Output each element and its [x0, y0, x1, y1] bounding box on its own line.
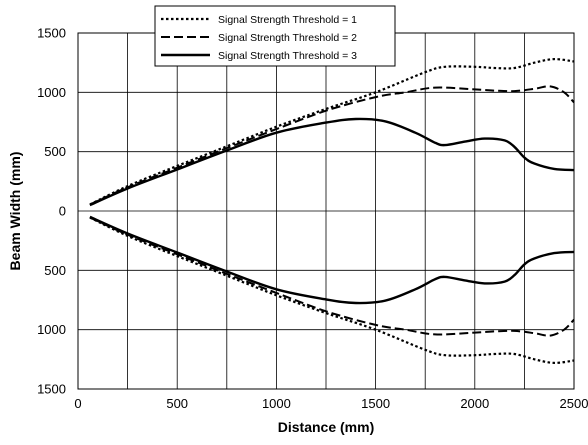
series-line-threshold-2-lower	[89, 216, 575, 337]
y-tick-label: 0	[59, 204, 66, 219]
x-axis-label: Distance (mm)	[278, 419, 374, 435]
series-lines	[89, 57, 575, 365]
y-tick-label: 500	[44, 144, 66, 159]
x-tick-label: 500	[166, 396, 188, 411]
series-line-threshold-1-lower	[89, 216, 575, 365]
x-tick-label: 0	[74, 396, 81, 411]
series-line-threshold-2-upper	[89, 85, 575, 206]
x-tick-label: 2000	[460, 396, 489, 411]
y-tick-label: 1500	[37, 382, 66, 397]
y-tick-label: 500	[44, 263, 66, 278]
legend-label-threshold-2: Signal Strength Threshold = 2	[218, 32, 357, 44]
legend-label-threshold-1: Signal Strength Threshold = 1	[218, 14, 357, 26]
legend-label-threshold-3: Signal Strength Threshold = 3	[218, 50, 357, 62]
tick-labels: 0 500 1000 1500 2000 2500 1500 1000 500 0 500 1000 1…	[37, 26, 588, 412]
legend: Signal Strength Threshold = 1 Signal Str…	[154, 5, 396, 67]
x-tick-label: 2500	[560, 396, 588, 411]
series-line-threshold-3-lower	[89, 215, 575, 305]
y-tick-label: 1500	[37, 26, 66, 41]
series-line-threshold-1-upper	[89, 57, 575, 206]
grid	[78, 33, 574, 389]
y-tick-label: 1000	[37, 85, 66, 100]
x-tick-label: 1000	[262, 396, 291, 411]
y-tick-label: 1000	[37, 322, 66, 337]
y-axis-label: Beam Width (mm)	[7, 152, 23, 271]
series-line-threshold-3-upper	[89, 117, 575, 207]
x-tick-label: 1500	[361, 396, 390, 411]
